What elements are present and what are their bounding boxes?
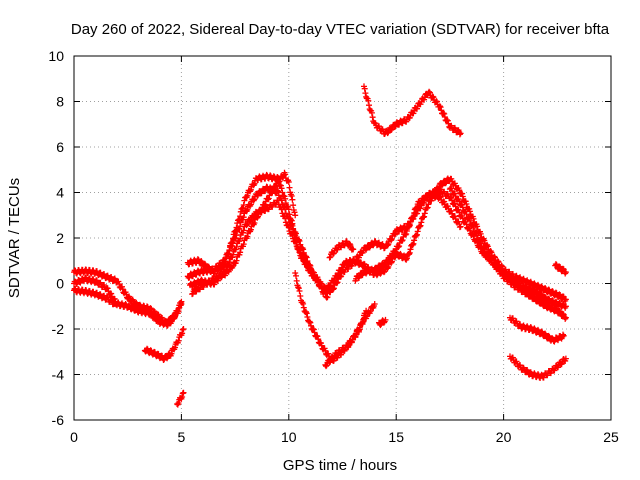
series-markers [507, 353, 569, 381]
y-tick-label: 4 [56, 185, 64, 201]
series-arc-14 [326, 238, 357, 261]
x-tick-label: 5 [178, 429, 186, 445]
y-axis-label: SDTVAR / TECUs [6, 178, 23, 298]
y-tick-label: 0 [56, 276, 64, 292]
series-markers [446, 185, 569, 322]
series-arc-17 [376, 316, 389, 329]
series-markers [71, 285, 118, 308]
series-arc-9 [189, 169, 299, 298]
series-markers [376, 316, 389, 329]
data-marks [71, 83, 569, 408]
series-arc-18 [361, 83, 464, 138]
series-arc-7 [184, 171, 331, 295]
series-arc-11 [322, 307, 370, 370]
x-tick-label: 0 [70, 429, 78, 445]
y-tick-label: 2 [56, 230, 64, 246]
x-axis: 0 5 10 15 20 25 [70, 56, 619, 445]
series-markers [71, 274, 185, 329]
y-tick-label: 8 [56, 94, 64, 110]
y-tick-label: 10 [48, 48, 64, 64]
x-tick-label: 15 [388, 429, 404, 445]
grid [74, 56, 611, 420]
x-tick-label: 25 [603, 429, 619, 445]
series-arc-4 [141, 326, 187, 363]
series-markers [326, 238, 357, 261]
y-tick-label: -6 [52, 412, 65, 428]
y-tick-label: 6 [56, 139, 64, 155]
series-markers [189, 169, 299, 298]
series-markers [361, 83, 464, 138]
series-arc-16 [446, 185, 569, 322]
series-arc-1 [71, 266, 185, 328]
x-tick-label: 20 [496, 429, 512, 445]
chart-title: Day 260 of 2022, Sidereal Day-to-day VTE… [71, 21, 610, 38]
series-arc-20 [507, 353, 569, 381]
series-markers [141, 326, 187, 363]
series-arc-2 [71, 274, 185, 329]
series-markers [552, 261, 569, 277]
series-markers [71, 266, 185, 328]
series-arc-19 [507, 314, 567, 345]
x-axis-label: GPS time / hours [283, 457, 397, 474]
y-tick-label: -4 [52, 367, 65, 383]
x-tick-label: 10 [281, 429, 297, 445]
series-arc-5 [174, 389, 187, 408]
series-markers [174, 389, 187, 408]
series-markers [322, 307, 370, 370]
series-arc-3 [71, 285, 118, 308]
series-markers [507, 314, 567, 345]
series-markers [184, 171, 331, 295]
y-axis: -6 -4 -2 0 2 4 6 8 10 [48, 48, 611, 428]
series-arc-21 [552, 261, 569, 277]
y-tick-label: -2 [52, 321, 65, 337]
